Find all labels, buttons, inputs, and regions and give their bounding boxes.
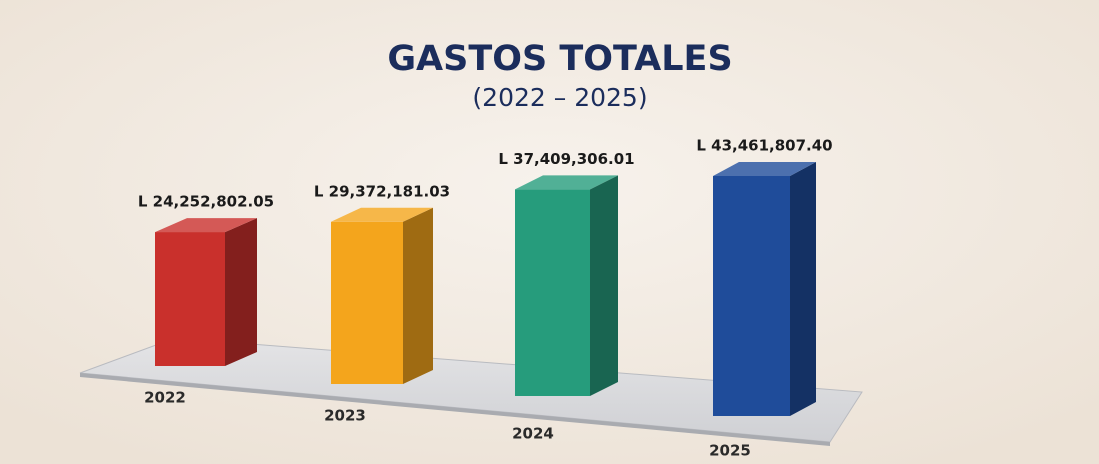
bar: [515, 189, 590, 396]
bar-side: [403, 207, 433, 384]
bar-side: [225, 218, 257, 366]
chart-title: GASTOS TOTALES: [387, 39, 732, 79]
floor-edge: [80, 373, 830, 446]
x-tick-label: 2023: [324, 407, 366, 425]
bar: [331, 221, 403, 384]
chart-subtitle: (2022 – 2025): [472, 83, 647, 112]
x-tick-label: 2025: [709, 442, 751, 460]
bar-top: [155, 218, 257, 233]
x-tick-label: 2024: [512, 425, 554, 443]
value-label: L 37,409,306.01: [498, 150, 634, 168]
bar: [155, 232, 225, 366]
bar-side: [790, 162, 816, 416]
bar-top: [515, 175, 618, 190]
value-label: L 43,461,807.40: [696, 137, 832, 155]
bar-side: [590, 175, 618, 396]
value-label: L 24,252,802.05: [138, 193, 274, 211]
bar-top: [331, 207, 433, 222]
bar: [713, 176, 790, 416]
x-tick-label: 2022: [144, 389, 186, 407]
value-label: L 29,372,181.03: [314, 182, 450, 200]
bar-top: [713, 162, 816, 176]
